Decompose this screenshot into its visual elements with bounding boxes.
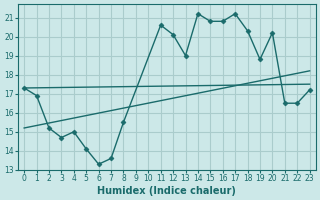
X-axis label: Humidex (Indice chaleur): Humidex (Indice chaleur) — [98, 186, 236, 196]
